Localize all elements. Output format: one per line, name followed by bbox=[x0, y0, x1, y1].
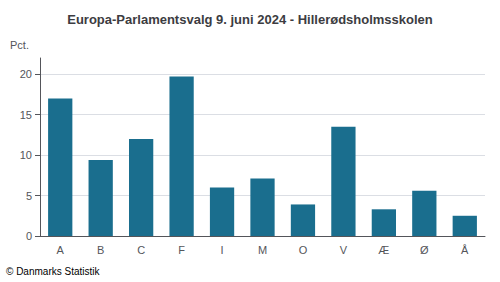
svg-text:F: F bbox=[178, 244, 185, 256]
svg-text:Ø: Ø bbox=[420, 244, 429, 256]
svg-text:V: V bbox=[340, 244, 348, 256]
svg-text:O: O bbox=[299, 244, 308, 256]
svg-text:5: 5 bbox=[26, 190, 32, 202]
svg-text:A: A bbox=[57, 244, 65, 256]
svg-text:0: 0 bbox=[26, 230, 32, 242]
svg-text:I: I bbox=[221, 244, 224, 256]
svg-text:20: 20 bbox=[20, 68, 32, 80]
svg-text:B: B bbox=[97, 244, 104, 256]
svg-text:15: 15 bbox=[20, 109, 32, 121]
svg-text:10: 10 bbox=[20, 149, 32, 161]
svg-text:Æ: Æ bbox=[378, 244, 389, 256]
svg-text:© Danmarks Statistik: © Danmarks Statistik bbox=[6, 266, 101, 277]
svg-text:M: M bbox=[258, 244, 267, 256]
svg-text:Å: Å bbox=[461, 244, 469, 256]
svg-text:Europa-Parlamentsvalg 9. juni: Europa-Parlamentsvalg 9. juni 2024 - Hil… bbox=[67, 12, 433, 27]
svg-text:Pct.: Pct. bbox=[10, 39, 29, 51]
svg-text:C: C bbox=[137, 244, 145, 256]
